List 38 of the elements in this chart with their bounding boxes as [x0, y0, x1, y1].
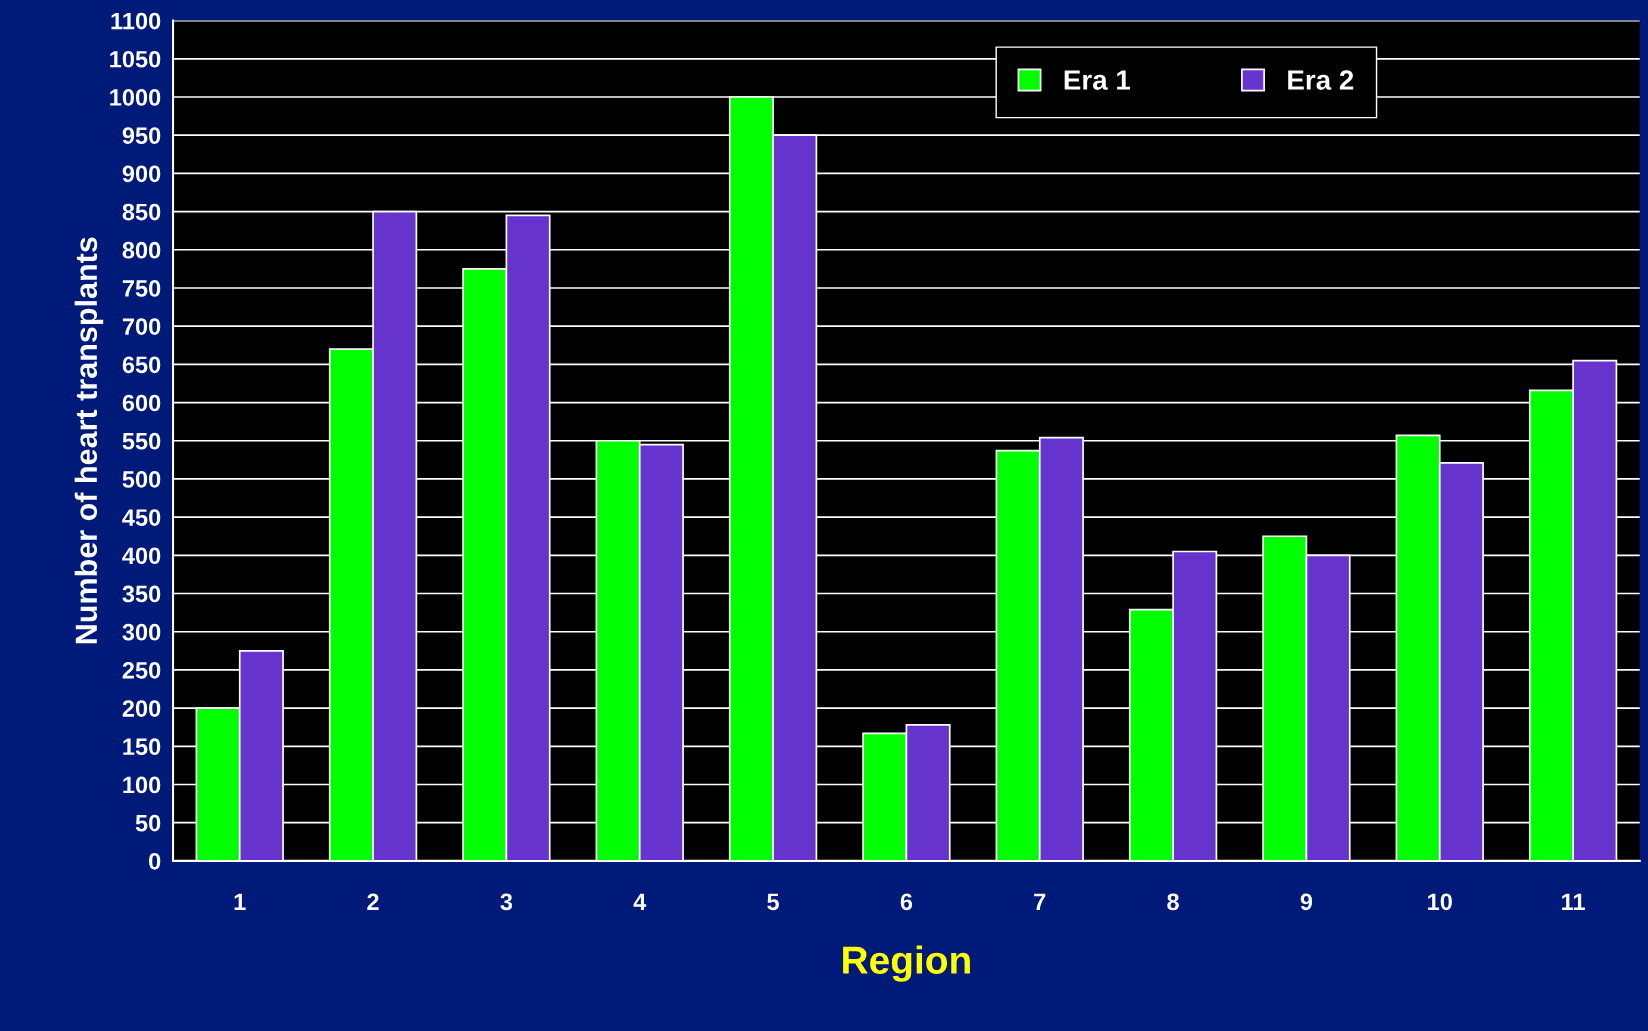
y-tick-label: 250 — [122, 661, 161, 679]
x-tick-label: 1 — [234, 893, 246, 910]
y-tick-label: 350 — [122, 585, 161, 603]
y-tick-label: 300 — [122, 623, 161, 641]
x-tick-label: 7 — [1034, 893, 1046, 910]
y-tick-label: 150 — [123, 738, 161, 756]
y-tick-label: 600 — [122, 394, 161, 412]
y-tick-label: 900 — [122, 165, 161, 183]
x-tick-label: 5 — [767, 893, 779, 911]
y-tick-label: 850 — [122, 203, 161, 221]
y-tick-label: 950 — [122, 127, 161, 144]
x-tick-label: 9 — [1300, 893, 1313, 911]
y-tick-label: 400 — [122, 547, 161, 565]
y-tick-label: 1050 — [110, 50, 161, 68]
x-tick-label: 3 — [500, 893, 513, 911]
x-tick-label: 2 — [367, 893, 379, 910]
y-tick-label: 800 — [122, 241, 161, 259]
y-tick-label: 550 — [122, 432, 161, 450]
y-tick-label: 750 — [122, 280, 161, 297]
y-tick-label: 200 — [122, 700, 161, 717]
x-tick-label: 4 — [633, 893, 647, 910]
y-tick-label: 50 — [135, 814, 161, 832]
x-tick-label: 8 — [1167, 893, 1179, 911]
x-tick-label: 6 — [900, 893, 913, 911]
x-tick-label: 10 — [1428, 893, 1452, 911]
y-tick-label: 700 — [122, 318, 161, 335]
y-tick-label: 500 — [122, 471, 161, 488]
y-tick-label: 100 — [123, 776, 161, 794]
y-tick-label: 0 — [149, 852, 161, 870]
y-tick-label: 450 — [122, 509, 161, 526]
y-tick-label: 650 — [122, 356, 161, 374]
legend-label: Era 2 — [1288, 70, 1354, 90]
legend-label: Era 1 — [1064, 70, 1131, 90]
x-axis-title: Region — [843, 945, 970, 982]
x-tick-label: 11 — [1562, 893, 1585, 910]
y-axis-title: Number of heart transplants — [74, 237, 104, 644]
y-tick-label: 1000 — [110, 89, 161, 106]
y-tick-label: 1100 — [111, 12, 161, 30]
